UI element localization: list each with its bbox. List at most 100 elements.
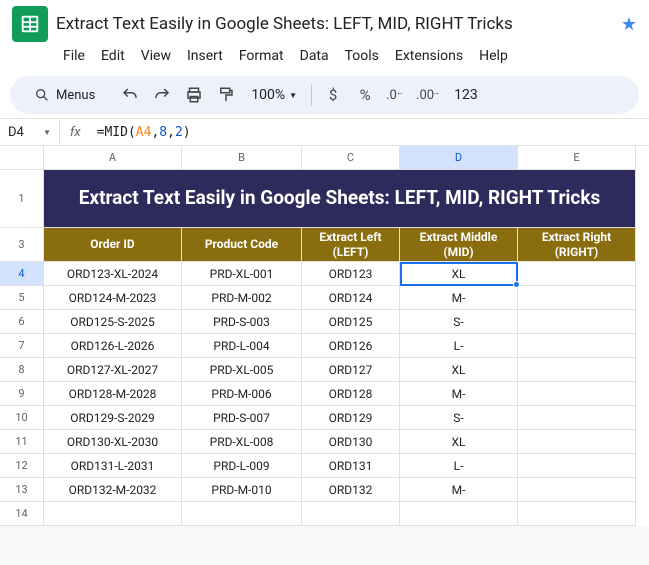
cell[interactable]: ORD128 xyxy=(302,382,400,406)
row-header[interactable]: 6 xyxy=(0,310,44,334)
menu-tools[interactable]: Tools xyxy=(338,44,386,68)
menu-help[interactable]: Help xyxy=(472,44,515,68)
cell[interactable]: ORD130-XL-2030 xyxy=(44,430,182,454)
print-button[interactable] xyxy=(179,80,209,110)
menu-view[interactable]: View xyxy=(134,44,178,68)
row-header[interactable]: 12 xyxy=(0,454,44,478)
cell[interactable]: S- xyxy=(400,310,518,334)
cell[interactable]: XL xyxy=(400,358,518,382)
zoom-dropdown[interactable]: 100%▼ xyxy=(243,87,305,103)
decrease-decimal-button[interactable]: .0 ← xyxy=(382,80,412,110)
header-cell[interactable]: Product Code xyxy=(182,228,302,262)
cell[interactable]: ORD131 xyxy=(302,454,400,478)
cell[interactable]: PRD-L-009 xyxy=(182,454,302,478)
row-header[interactable]: 9 xyxy=(0,382,44,406)
cell[interactable] xyxy=(518,382,636,406)
menu-extensions[interactable]: Extensions xyxy=(388,44,470,68)
cell[interactable]: ORD123-XL-2024 xyxy=(44,262,182,286)
header-cell[interactable]: Extract Left (LEFT) xyxy=(302,228,400,262)
cell[interactable]: ORD125 xyxy=(302,310,400,334)
cell[interactable] xyxy=(400,502,518,526)
cell[interactable]: ORD131-L-2031 xyxy=(44,454,182,478)
menu-data[interactable]: Data xyxy=(293,44,336,68)
doc-title[interactable]: Extract Text Easily in Google Sheets: LE… xyxy=(56,14,609,34)
row-header[interactable]: 1 xyxy=(0,170,44,228)
cell[interactable]: L- xyxy=(400,454,518,478)
sheet-title-cell[interactable]: Extract Text Easily in Google Sheets: LE… xyxy=(44,170,636,228)
header-cell[interactable]: Extract Middle (MID) xyxy=(400,228,518,262)
cell[interactable]: PRD-XL-001 xyxy=(182,262,302,286)
formula-bar[interactable]: =MID(A4,8,2) xyxy=(91,125,649,140)
cell[interactable]: ORD129 xyxy=(302,406,400,430)
cell[interactable]: M- xyxy=(400,382,518,406)
star-icon[interactable]: ★ xyxy=(621,14,637,35)
percent-button[interactable]: % xyxy=(350,80,380,110)
cell[interactable]: ORD125-S-2025 xyxy=(44,310,182,334)
name-box[interactable]: D4▼ xyxy=(0,119,60,145)
cell[interactable] xyxy=(518,334,636,358)
undo-button[interactable] xyxy=(115,80,145,110)
cell[interactable]: PRD-S-007 xyxy=(182,406,302,430)
sheets-logo[interactable] xyxy=(12,6,48,42)
row-header[interactable]: 3 xyxy=(0,228,44,262)
spreadsheet-grid[interactable]: A B C D E 1 Extract Text Easily in Googl… xyxy=(0,146,649,526)
select-all-corner[interactable] xyxy=(0,146,44,170)
paint-format-button[interactable] xyxy=(211,80,241,110)
cell[interactable]: ORD124 xyxy=(302,286,400,310)
cell[interactable]: ORD128-M-2028 xyxy=(44,382,182,406)
cell[interactable]: PRD-XL-008 xyxy=(182,430,302,454)
cell[interactable]: XL xyxy=(400,430,518,454)
cell[interactable]: ORD132 xyxy=(302,478,400,502)
menu-edit[interactable]: Edit xyxy=(94,44,132,68)
row-header[interactable]: 14 xyxy=(0,502,44,526)
cell[interactable]: XL xyxy=(400,262,518,286)
cell[interactable]: PRD-M-010 xyxy=(182,478,302,502)
cell[interactable]: ORD124-M-2023 xyxy=(44,286,182,310)
cell[interactable]: ORD126 xyxy=(302,334,400,358)
menus-search[interactable]: Menus xyxy=(22,83,107,107)
cell[interactable] xyxy=(182,502,302,526)
row-header[interactable]: 10 xyxy=(0,406,44,430)
cell[interactable] xyxy=(518,286,636,310)
currency-button[interactable]: $ xyxy=(318,80,348,110)
cell[interactable]: PRD-L-004 xyxy=(182,334,302,358)
cell[interactable] xyxy=(44,502,182,526)
cell[interactable] xyxy=(518,478,636,502)
header-cell[interactable]: Order ID xyxy=(44,228,182,262)
col-header-e[interactable]: E xyxy=(518,146,636,170)
cell[interactable]: ORD129-S-2029 xyxy=(44,406,182,430)
cell[interactable]: PRD-M-006 xyxy=(182,382,302,406)
cell[interactable] xyxy=(302,502,400,526)
cell[interactable]: ORD127-XL-2027 xyxy=(44,358,182,382)
cell[interactable]: PRD-M-002 xyxy=(182,286,302,310)
row-header[interactable]: 11 xyxy=(0,430,44,454)
cell[interactable]: ORD130 xyxy=(302,430,400,454)
redo-button[interactable] xyxy=(147,80,177,110)
cell[interactable] xyxy=(518,358,636,382)
cell[interactable]: ORD127 xyxy=(302,358,400,382)
cell[interactable] xyxy=(518,502,636,526)
cell[interactable]: PRD-S-003 xyxy=(182,310,302,334)
col-header-a[interactable]: A xyxy=(44,146,182,170)
row-header[interactable]: 13 xyxy=(0,478,44,502)
row-header[interactable]: 4 xyxy=(0,262,44,286)
cell[interactable] xyxy=(518,262,636,286)
cell[interactable] xyxy=(518,310,636,334)
cell[interactable] xyxy=(518,406,636,430)
row-header[interactable]: 5 xyxy=(0,286,44,310)
cell[interactable]: S- xyxy=(400,406,518,430)
more-formats-button[interactable]: 123 xyxy=(446,87,486,103)
col-header-c[interactable]: C xyxy=(302,146,400,170)
col-header-d[interactable]: D xyxy=(400,146,518,170)
cell[interactable]: L- xyxy=(400,334,518,358)
menu-insert[interactable]: Insert xyxy=(180,44,230,68)
row-header[interactable]: 7 xyxy=(0,334,44,358)
cell[interactable]: PRD-XL-005 xyxy=(182,358,302,382)
col-header-b[interactable]: B xyxy=(182,146,302,170)
cell[interactable]: ORD126-L-2026 xyxy=(44,334,182,358)
increase-decimal-button[interactable]: .00→ xyxy=(414,80,444,110)
row-header[interactable]: 8 xyxy=(0,358,44,382)
cell[interactable] xyxy=(518,454,636,478)
menu-file[interactable]: File xyxy=(56,44,92,68)
header-cell[interactable]: Extract Right (RIGHT) xyxy=(518,228,636,262)
